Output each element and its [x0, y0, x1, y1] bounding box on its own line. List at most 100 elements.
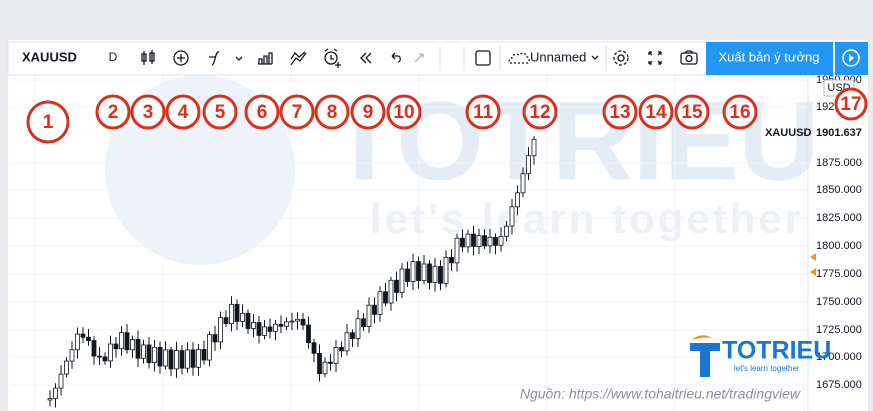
- candle-body: [395, 280, 399, 292]
- annotation: 9: [352, 96, 384, 128]
- candle-body: [318, 353, 322, 373]
- candle-body: [499, 236, 503, 245]
- candle-body: [120, 333, 124, 349]
- candle-body: [296, 319, 300, 321]
- candle-body: [230, 304, 234, 323]
- candle-body: [362, 319, 366, 327]
- candle-body: [521, 174, 525, 193]
- candle-body: [263, 327, 267, 335]
- price-tick: 1725.000: [816, 324, 862, 336]
- annotation-number: 4: [178, 102, 189, 123]
- candle-body: [488, 237, 492, 246]
- annotation-number: 5: [215, 102, 226, 123]
- candle-body: [197, 349, 201, 367]
- candle-body: [180, 351, 184, 369]
- annotation: 12: [524, 96, 556, 128]
- candle-body: [494, 237, 498, 245]
- candle-body: [70, 350, 74, 361]
- candle-body: [114, 344, 118, 349]
- candle-body: [444, 257, 448, 283]
- candle-body: [241, 313, 245, 321]
- annotation-number: 2: [108, 102, 119, 123]
- annotation-number: 3: [143, 102, 154, 123]
- candle-body: [285, 322, 289, 326]
- candle-body: [450, 257, 454, 263]
- candle-body: [527, 156, 531, 174]
- annotation: 11: [467, 96, 499, 128]
- candle-body: [367, 305, 371, 326]
- candle-body: [384, 292, 388, 303]
- candle-body: [417, 262, 421, 281]
- annotation-number: 7: [292, 102, 303, 123]
- candle-body: [345, 333, 349, 351]
- annotation: 2: [97, 96, 129, 128]
- source: Nguồn: https://www.tohaitrieu.net/tradin…: [520, 386, 801, 402]
- candle-body: [279, 324, 283, 326]
- screenshot: TOTRIEU let's learn together 1950.000192…: [0, 0, 873, 411]
- candle-body: [329, 362, 333, 363]
- candle-body: [246, 313, 250, 328]
- candle-body: [136, 339, 140, 358]
- annotation: 5: [204, 96, 236, 128]
- candle-body: [224, 318, 228, 324]
- annotation: 7: [281, 96, 313, 128]
- candle-body: [373, 305, 377, 314]
- candle-body: [76, 334, 80, 350]
- candle-body: [422, 264, 426, 281]
- annotation-number: 12: [529, 102, 550, 123]
- candle-body: [208, 335, 212, 360]
- annotation: 14: [640, 96, 672, 128]
- candle-body: [48, 398, 52, 400]
- candle-body: [92, 341, 96, 357]
- watermark-tagline: let's learn together: [370, 195, 804, 242]
- candle-body: [510, 207, 514, 226]
- price-tick: 1800.000: [816, 240, 862, 252]
- candle-body: [356, 319, 360, 339]
- candle-body: [169, 350, 173, 369]
- candle-body: [406, 269, 410, 281]
- candle-body: [290, 321, 294, 322]
- annotation: 4: [167, 96, 199, 128]
- candle-body: [131, 339, 135, 349]
- annotation: 15: [676, 96, 708, 128]
- candle-body: [532, 139, 536, 155]
- symbol[interactable]: XAUUSD: [22, 49, 77, 64]
- candle-body: [142, 345, 146, 358]
- annotation: 13: [604, 96, 636, 128]
- candle-body: [312, 343, 316, 354]
- candle-body: [103, 357, 107, 361]
- candle-body: [461, 238, 465, 247]
- annotation: 3: [132, 96, 164, 128]
- price-tick: 1750.000: [816, 296, 862, 308]
- annotation-number: 8: [327, 102, 338, 123]
- candle-body: [389, 280, 393, 303]
- annotation-number: 1: [43, 112, 54, 133]
- price-tick: 1825.000: [816, 212, 862, 224]
- chart-name[interactable]: Unnamed: [530, 49, 586, 64]
- candle-body: [334, 347, 338, 363]
- candle-body: [252, 323, 256, 329]
- annotation-number: 14: [645, 102, 667, 123]
- candle-body: [109, 344, 113, 361]
- candle-body: [439, 267, 443, 284]
- interval[interactable]: D: [109, 50, 118, 64]
- annotation-number: 9: [363, 102, 374, 123]
- candle-body: [191, 350, 195, 367]
- annotation-number: 17: [840, 94, 861, 115]
- candle-body: [125, 333, 129, 350]
- candle-body: [87, 337, 91, 340]
- candle-body: [340, 347, 344, 350]
- candle-body: [483, 236, 487, 246]
- price-tick: 192: [816, 101, 834, 113]
- annotation: 1: [28, 102, 68, 142]
- candle-body: [54, 388, 58, 398]
- annotation-number: 15: [681, 102, 703, 123]
- price-tick: 1850.000: [816, 184, 862, 196]
- candle-body: [175, 351, 179, 369]
- candle-body: [268, 327, 272, 331]
- candle-body: [477, 236, 481, 247]
- annotation-number: 10: [393, 102, 414, 123]
- annotation-number: 16: [729, 102, 750, 123]
- price-tick: 1875.000: [816, 157, 862, 169]
- logo-tagline: let's learn together: [734, 364, 800, 373]
